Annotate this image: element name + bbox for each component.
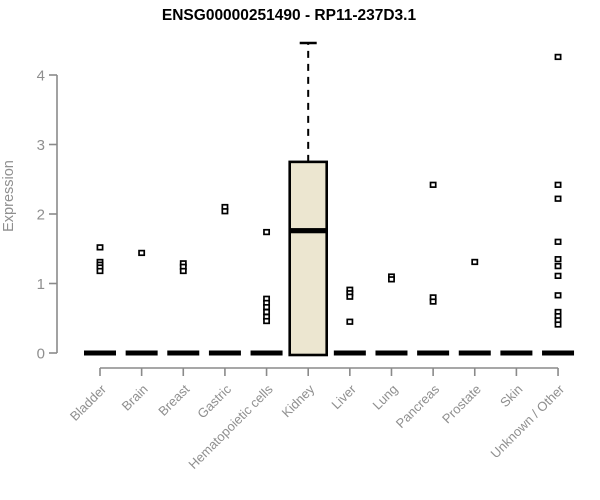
data-point xyxy=(554,272,562,280)
data-point xyxy=(221,208,229,215)
y-tick-label: 0 xyxy=(37,346,45,363)
zero-median-bar xyxy=(125,350,158,356)
category-label: Lung xyxy=(370,382,401,413)
zero-median-bar xyxy=(375,350,408,356)
category-label: Kidney xyxy=(279,381,318,420)
category-label: Unknown / Other xyxy=(488,381,568,461)
zero-median-bar xyxy=(458,350,491,356)
y-tick-label: 1 xyxy=(37,276,45,293)
category-label: Liver xyxy=(328,381,359,412)
data-point xyxy=(429,181,437,188)
zero-median-bar xyxy=(250,350,283,356)
data-point xyxy=(429,298,437,305)
data-point xyxy=(554,53,562,61)
data-point xyxy=(96,244,104,251)
zero-median-bar xyxy=(84,350,116,356)
data-point xyxy=(263,303,271,311)
category-label: Brain xyxy=(119,382,151,414)
data-point xyxy=(554,195,562,202)
data-point xyxy=(346,318,354,325)
category-label: Skin xyxy=(497,382,525,410)
zero-median-bar xyxy=(208,350,241,356)
category-label: Bladder xyxy=(67,381,110,424)
data-point xyxy=(96,267,104,275)
data-point xyxy=(554,292,562,299)
box xyxy=(288,160,329,357)
median-line xyxy=(289,228,327,234)
data-point xyxy=(179,267,187,275)
data-point xyxy=(263,308,271,316)
category-label: Prostate xyxy=(439,382,484,427)
data-point xyxy=(554,238,562,245)
zero-median-bar xyxy=(417,350,450,356)
zero-median-bar xyxy=(542,350,575,356)
data-point xyxy=(471,258,479,266)
data-point xyxy=(554,262,562,270)
data-point xyxy=(388,276,395,283)
y-tick-label: 2 xyxy=(37,207,45,224)
category-label: Breast xyxy=(155,381,192,418)
chart-title: ENSG00000251490 - RP11-237D3.1 xyxy=(161,7,417,24)
data-point xyxy=(554,256,562,263)
zero-median-bar xyxy=(333,350,366,356)
data-point xyxy=(263,228,271,236)
y-tick-label: 4 xyxy=(37,68,45,85)
zero-median-bar xyxy=(500,350,533,356)
data-point xyxy=(346,293,354,300)
y-tick-label: 3 xyxy=(37,137,45,154)
data-point xyxy=(263,317,271,325)
category-label: Gastric xyxy=(194,381,234,421)
data-point xyxy=(554,321,562,328)
y-axis-title: Expression xyxy=(1,160,17,232)
zero-median-bar xyxy=(167,350,200,356)
data-point xyxy=(554,181,562,188)
category-label: Pancreas xyxy=(393,381,443,431)
data-point xyxy=(138,249,146,257)
